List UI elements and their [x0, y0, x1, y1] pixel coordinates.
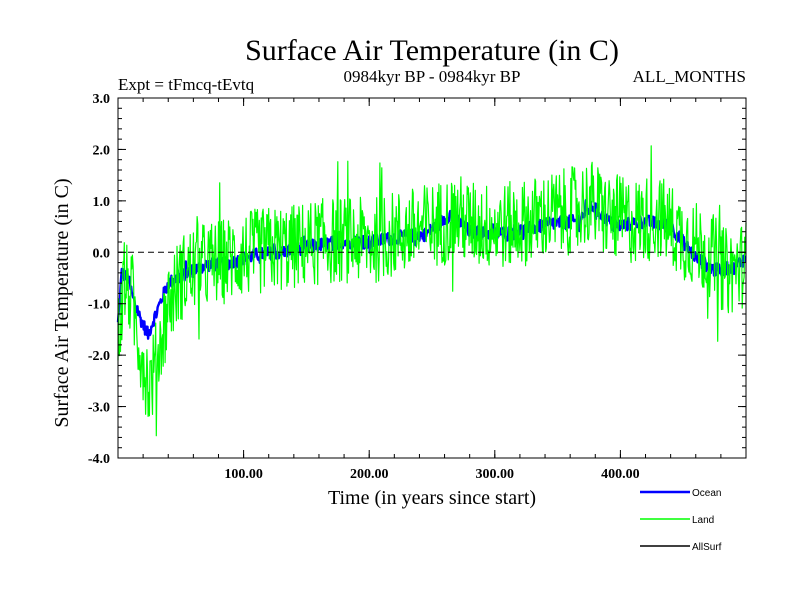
legend-label-allsurf: AllSurf — [692, 542, 722, 553]
series-line-land — [117, 145, 747, 437]
x-tick-label: 200.00 — [350, 467, 389, 482]
months-label: ALL_MONTHS — [633, 67, 746, 86]
y-tick-label: -4.0 — [88, 452, 110, 467]
y-tick-label: 0.0 — [93, 246, 111, 261]
y-tick-label: 2.0 — [93, 143, 111, 158]
period-label: 0984kyr BP - 0984kyr BP — [344, 67, 521, 86]
series-layer — [116, 145, 747, 437]
x-tick-label: 400.00 — [601, 467, 640, 482]
tick-layer: 3.0 2.0 1.0 0.0 -1.0 -2.0 -3.0 -4.0 100.00 200.00… — [88, 92, 746, 482]
y-tick-label: 3.0 — [93, 92, 111, 107]
plot-area: 3.0 2.0 1.0 0.0 -1.0 -2.0 -3.0 -4.0 100.00 200.00… — [88, 92, 747, 482]
x-axis-title: Time (in years since start) — [328, 487, 536, 509]
y-tick-label: -3.0 — [88, 401, 110, 416]
y-tick-label: 1.0 — [93, 195, 111, 210]
legend: Ocean Land AllSurf — [640, 488, 722, 553]
x-tick-label: 300.00 — [476, 467, 515, 482]
y-tick-label: -1.0 — [88, 298, 110, 313]
legend-label-ocean: Ocean — [692, 488, 721, 499]
x-tick-label: 100.00 — [224, 467, 263, 482]
y-axis-title: Surface Air Temperature (in C) — [51, 178, 73, 427]
experiment-label: Expt = tFmcq-tEvtq — [118, 75, 255, 94]
legend-label-land: Land — [692, 515, 714, 526]
plot-frame — [117, 97, 747, 459]
y-tick-label: -2.0 — [88, 349, 110, 364]
chart-title: Surface Air Temperature (in C) — [245, 34, 619, 67]
